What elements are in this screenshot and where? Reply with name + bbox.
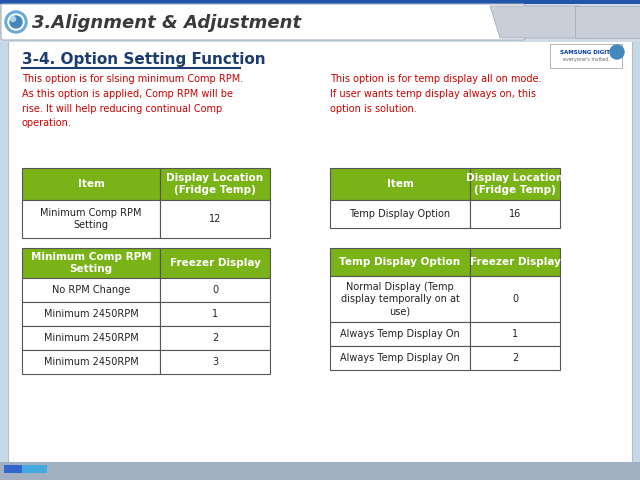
Text: SAMSUNG DIGIT.: SAMSUNG DIGIT.: [561, 50, 612, 55]
Text: 3.Alignment & Adjustment: 3.Alignment & Adjustment: [32, 14, 301, 32]
Text: 2: 2: [212, 333, 218, 343]
FancyBboxPatch shape: [160, 302, 270, 326]
Text: No RPM Change: No RPM Change: [52, 285, 130, 295]
Text: Minimum 2450RPM: Minimum 2450RPM: [44, 333, 138, 343]
Text: Freezer Display: Freezer Display: [470, 257, 561, 267]
FancyBboxPatch shape: [4, 465, 22, 473]
Text: 3: 3: [212, 357, 218, 367]
FancyBboxPatch shape: [160, 168, 270, 200]
FancyBboxPatch shape: [8, 38, 632, 462]
Text: Display Location
(Fridge Temp): Display Location (Fridge Temp): [166, 173, 264, 195]
Text: 0: 0: [512, 294, 518, 304]
Circle shape: [10, 16, 22, 28]
FancyBboxPatch shape: [0, 4, 640, 42]
FancyBboxPatch shape: [550, 44, 622, 68]
FancyBboxPatch shape: [22, 465, 47, 473]
FancyBboxPatch shape: [470, 346, 560, 370]
Text: Minimum 2450RPM: Minimum 2450RPM: [44, 309, 138, 319]
FancyBboxPatch shape: [330, 248, 470, 276]
FancyBboxPatch shape: [0, 462, 640, 480]
FancyBboxPatch shape: [330, 346, 470, 370]
Text: Minimum 2450RPM: Minimum 2450RPM: [44, 357, 138, 367]
Text: 3-4. Option Setting Function: 3-4. Option Setting Function: [22, 52, 266, 67]
FancyBboxPatch shape: [0, 0, 640, 4]
Polygon shape: [490, 6, 590, 38]
FancyBboxPatch shape: [160, 350, 270, 374]
FancyBboxPatch shape: [160, 248, 270, 278]
Text: Minimum Comp RPM
Setting: Minimum Comp RPM Setting: [31, 252, 151, 274]
Text: 16: 16: [509, 209, 521, 219]
Text: Always Temp Display On: Always Temp Display On: [340, 329, 460, 339]
FancyBboxPatch shape: [470, 168, 560, 200]
FancyBboxPatch shape: [160, 326, 270, 350]
FancyBboxPatch shape: [330, 168, 470, 200]
FancyBboxPatch shape: [22, 302, 160, 326]
Text: 0: 0: [212, 285, 218, 295]
FancyBboxPatch shape: [330, 276, 470, 322]
Text: Display Location
(Fridge Temp): Display Location (Fridge Temp): [467, 173, 564, 195]
Text: 2: 2: [512, 353, 518, 363]
Text: Always Temp Display On: Always Temp Display On: [340, 353, 460, 363]
FancyBboxPatch shape: [470, 322, 560, 346]
Circle shape: [610, 45, 624, 59]
Circle shape: [5, 11, 27, 33]
Text: Normal Display (Temp
display temporally on at
use): Normal Display (Temp display temporally …: [340, 282, 460, 316]
FancyBboxPatch shape: [330, 322, 470, 346]
FancyBboxPatch shape: [22, 326, 160, 350]
Text: Temp Display Option: Temp Display Option: [339, 257, 461, 267]
Text: Item: Item: [387, 179, 413, 189]
FancyBboxPatch shape: [22, 278, 160, 302]
FancyBboxPatch shape: [470, 200, 560, 228]
Circle shape: [8, 14, 24, 30]
FancyBboxPatch shape: [22, 200, 160, 238]
Text: Freezer Display: Freezer Display: [170, 258, 260, 268]
FancyBboxPatch shape: [575, 6, 640, 38]
Text: 1: 1: [512, 329, 518, 339]
Text: 1: 1: [212, 309, 218, 319]
Text: Item: Item: [77, 179, 104, 189]
FancyBboxPatch shape: [22, 248, 160, 278]
FancyBboxPatch shape: [470, 276, 560, 322]
FancyBboxPatch shape: [1, 4, 525, 40]
FancyBboxPatch shape: [22, 350, 160, 374]
Text: everyone's invited.: everyone's invited.: [563, 57, 609, 62]
Text: 12: 12: [209, 214, 221, 224]
FancyBboxPatch shape: [470, 248, 560, 276]
FancyBboxPatch shape: [330, 200, 470, 228]
Text: Temp Display Option: Temp Display Option: [349, 209, 451, 219]
Text: This option is for slsing minimum Comp RPM.
As this option is applied, Comp RPM : This option is for slsing minimum Comp R…: [22, 74, 243, 128]
FancyBboxPatch shape: [160, 278, 270, 302]
Circle shape: [10, 16, 15, 22]
FancyBboxPatch shape: [160, 200, 270, 238]
Text: Minimum Comp RPM
Setting: Minimum Comp RPM Setting: [40, 208, 141, 230]
FancyBboxPatch shape: [22, 168, 160, 200]
Text: This option is for temp display all on mode.
If user wants temp display always o: This option is for temp display all on m…: [330, 74, 541, 114]
